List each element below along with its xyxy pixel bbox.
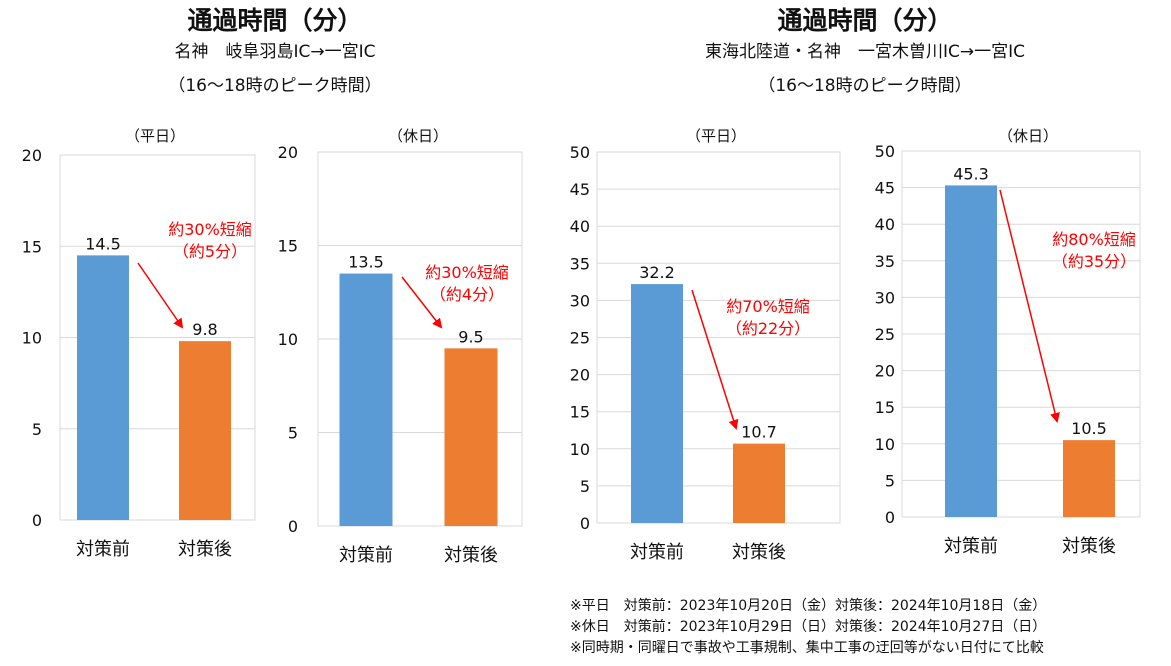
y-tick-label: 45	[875, 179, 895, 198]
bar-after	[179, 341, 231, 520]
bar-value-label: 10.5	[1071, 419, 1107, 438]
y-tick-label: 10	[570, 440, 590, 459]
y-tick-label: 5	[580, 477, 590, 496]
category-label: 対策前	[944, 536, 998, 557]
bar-before	[945, 185, 997, 518]
y-tick-label: 50	[570, 143, 590, 162]
y-tick-label: 25	[570, 329, 590, 348]
category-label: 対策後	[178, 539, 232, 560]
footnotes: ※平日 対策前：2023年10月20日（金）対策後：2024年10月18日（金）…	[570, 596, 1046, 659]
reduction-arrow	[401, 276, 443, 329]
chart-subtitle: （平日）	[686, 127, 746, 145]
header-right: 通過時間（分） 東海北陸道・名神 一宮木曽川IC→一宮IC （16～18時のピー…	[630, 6, 1100, 98]
category-label: 対策前	[76, 539, 130, 560]
bar-value-label: 32.2	[639, 263, 675, 282]
y-tick-label: 10	[278, 330, 298, 349]
y-tick-label: 40	[875, 215, 895, 234]
y-tick-label: 50	[875, 142, 895, 161]
bar-value-label: 9.5	[458, 327, 483, 346]
y-tick-label: 10	[22, 329, 42, 348]
bar-before	[77, 255, 129, 520]
bar-before	[339, 273, 393, 526]
reduction-arrow	[137, 262, 184, 329]
chart-subtitle: （平日）	[125, 127, 185, 145]
reduction-minutes: （約4分）	[430, 285, 504, 304]
y-tick-label: 30	[570, 291, 590, 310]
bar-before	[631, 284, 683, 523]
bar-value-label: 14.5	[85, 234, 121, 253]
y-tick-label: 20	[875, 362, 895, 381]
chart-subtitle: （休日）	[998, 127, 1058, 145]
category-label: 対策後	[1062, 536, 1116, 557]
y-tick-label: 15	[22, 237, 42, 256]
y-tick-label: 0	[288, 517, 298, 536]
reduction-annotation: 約30%短縮	[168, 220, 252, 239]
chart-subtitle: （休日）	[388, 127, 448, 145]
reduction-annotation: 約30%短縮	[425, 263, 509, 282]
y-tick-label: 30	[875, 288, 895, 307]
footnote-holiday: ※休日 対策前：2023年10月29日（日）対策後：2024年10月27日（日）	[570, 619, 1047, 635]
reduction-minutes: （約22分）	[726, 319, 810, 338]
bar-value-label: 13.5	[348, 253, 384, 272]
y-tick-label: 20	[22, 146, 42, 165]
reduction-minutes: （約5分）	[173, 242, 247, 261]
reduction-annotation: 約70%短縮	[726, 297, 810, 316]
y-tick-label: 5	[288, 424, 298, 443]
y-tick-label: 20	[570, 366, 590, 385]
bar-value-label: 10.7	[741, 423, 777, 442]
footnote-comparison: ※同時期・同曜日で事故や工事規制、集中工事の迂回等がない日付にて比較	[570, 640, 1044, 656]
reduction-annotation: 約80%短縮	[1052, 230, 1136, 249]
title-right: 通過時間（分）	[777, 6, 953, 35]
y-tick-label: 20	[278, 143, 298, 162]
y-tick-label: 0	[885, 508, 895, 527]
y-tick-label: 45	[570, 180, 590, 199]
category-label: 対策後	[444, 545, 498, 566]
bar-value-label: 9.8	[192, 320, 217, 339]
category-label: 対策前	[630, 542, 684, 563]
y-tick-label: 10	[875, 435, 895, 454]
category-label: 対策前	[339, 545, 393, 566]
y-tick-label: 25	[875, 325, 895, 344]
header-left: 通過時間（分） 名神 岐阜羽島IC→一宮IC （16～18時のピーク時間）	[80, 6, 470, 98]
period-right: （16～18時のピーク時間）	[758, 76, 972, 96]
reduction-arrow	[999, 189, 1060, 423]
y-tick-label: 0	[32, 511, 42, 530]
y-tick-label: 5	[885, 471, 895, 490]
period-left: （16～18時のピーク時間）	[168, 76, 382, 96]
bar-after	[444, 348, 498, 526]
reduction-minutes: （約35分）	[1052, 252, 1136, 271]
y-tick-label: 35	[875, 252, 895, 271]
bar-after	[1063, 440, 1115, 517]
y-tick-label: 0	[580, 514, 590, 533]
bar-value-label: 45.3	[953, 164, 989, 183]
title-left: 通過時間（分）	[187, 6, 363, 35]
footnote-weekday: ※平日 対策前：2023年10月20日（金）対策後：2024年10月18日（金）	[570, 598, 1047, 614]
reduction-arrow	[691, 289, 739, 430]
y-tick-label: 40	[570, 217, 590, 236]
y-tick-label: 35	[570, 254, 590, 273]
route-left: 名神 岐阜羽島IC→一宮IC	[174, 42, 376, 62]
category-label: 対策後	[732, 542, 786, 563]
y-tick-label: 15	[875, 398, 895, 417]
route-right: 東海北陸道・名神 一宮木曽川IC→一宮IC	[704, 42, 1025, 62]
y-tick-label: 15	[278, 237, 298, 256]
bar-after	[733, 443, 785, 523]
y-tick-label: 5	[32, 420, 42, 439]
y-tick-label: 15	[570, 403, 590, 422]
